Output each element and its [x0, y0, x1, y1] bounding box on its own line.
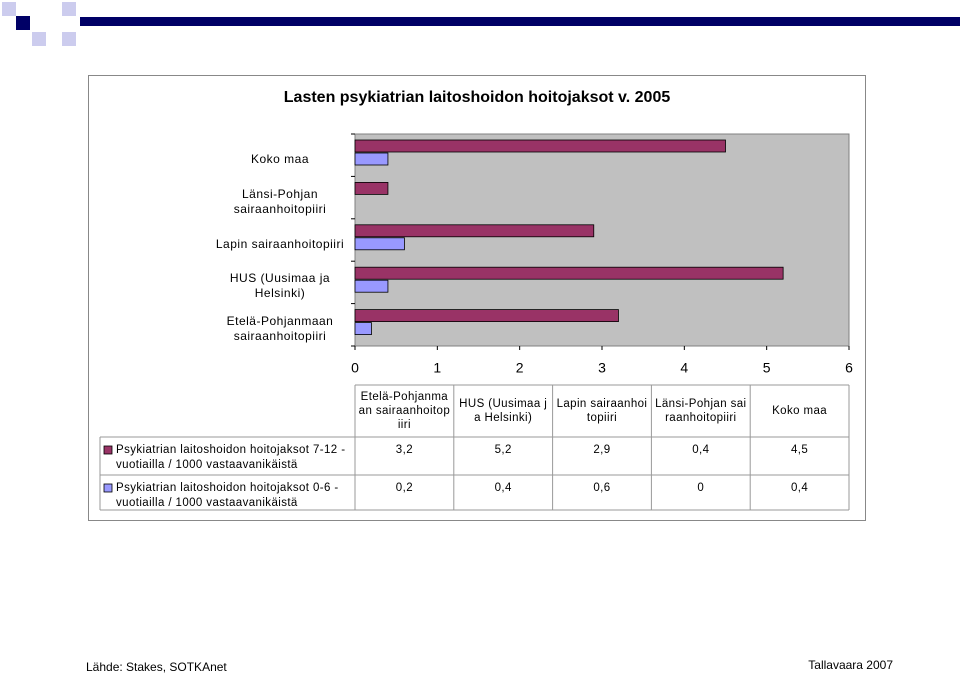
y-tick-label: HUS (Uusimaa ja Helsinki) — [229, 271, 331, 301]
bar — [354, 279, 389, 293]
bar — [354, 181, 389, 195]
x-tick-label: 5 — [763, 360, 771, 376]
x-tick-label: 4 — [680, 360, 688, 376]
bar — [354, 266, 784, 280]
decor — [32, 32, 46, 46]
table-value: 0 — [697, 482, 705, 494]
table-value: 0,2 — [395, 482, 413, 494]
decor — [80, 17, 960, 26]
x-tick-label: 6 — [845, 360, 853, 376]
table-value: 0,4 — [494, 482, 512, 494]
author: Tallavaara 2007 — [808, 658, 893, 672]
y-tick-label: Lapin sairaanhoitopiiri — [215, 236, 345, 251]
bar — [354, 237, 405, 251]
x-tick-label: 2 — [516, 360, 524, 376]
table-value: 2,9 — [593, 444, 611, 456]
legend-label: Psykiatrian laitoshoidon hoitojaksot 7-1… — [116, 444, 346, 471]
x-tick-label: 3 — [598, 360, 606, 376]
table-value: 0,4 — [790, 482, 809, 494]
table-value: 3,2 — [395, 444, 413, 456]
bar — [354, 322, 372, 336]
table-value: 0,6 — [593, 482, 611, 494]
decor — [62, 2, 76, 16]
legend-swatch — [103, 483, 113, 493]
table-header: Koko maa — [772, 405, 828, 417]
table-header: HUS (Uusimaa ja Helsinki) — [459, 398, 548, 424]
legend-swatch — [103, 445, 113, 455]
y-tick-label: Etelä-Pohjanmaan sairaanhoitopiiri — [226, 313, 334, 343]
decor — [62, 32, 76, 46]
bar — [354, 309, 619, 323]
table-header: Etelä-Pohjanmaan sairaanhoitopiiri — [358, 391, 451, 431]
bar — [354, 152, 389, 166]
table-value: 4,5 — [790, 444, 809, 456]
source: Lähde: Stakes, SOTKAnet — [86, 660, 227, 674]
chart-title: Lasten psykiatrian laitoshoidon hoitojak… — [284, 89, 671, 106]
y-tick-label: Länsi-Pohjan sairaanhoitopiiri — [233, 186, 327, 216]
decor — [16, 16, 30, 30]
chart-border — [88, 75, 866, 521]
bar — [354, 139, 726, 153]
table-header: Lapin sairaanhoitopiiri — [556, 398, 648, 424]
x-tick-label: 0 — [351, 360, 359, 376]
x-tick-label: 1 — [433, 360, 441, 376]
table-header: Länsi-Pohjan sairaanhoitopiiri — [655, 398, 747, 424]
legend-label: Psykiatrian laitoshoidon hoitojaksot 0-6… — [116, 482, 339, 509]
y-tick-label: Koko maa — [250, 151, 310, 166]
table-value: 5,2 — [494, 444, 512, 456]
decor — [2, 2, 16, 16]
bar — [354, 224, 595, 238]
table-value: 0,4 — [692, 444, 710, 456]
